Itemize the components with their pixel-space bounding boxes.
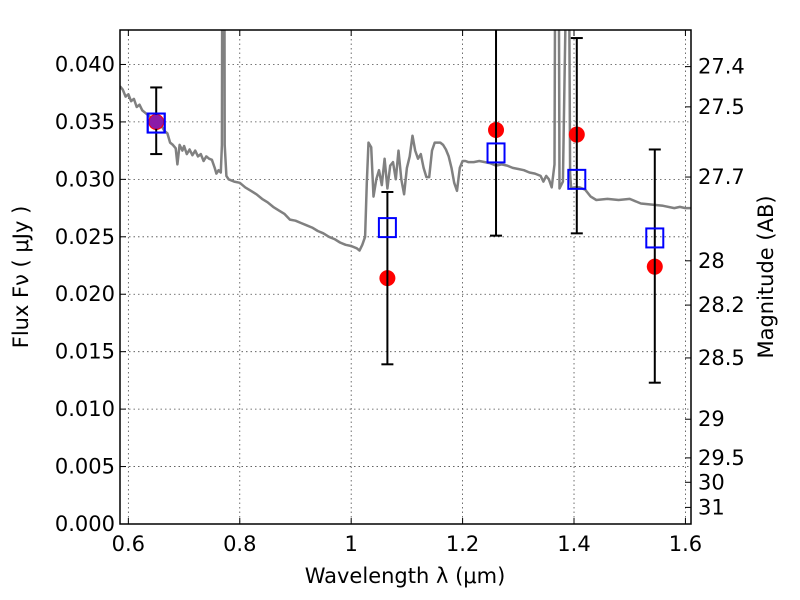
plot-frame (119, 29, 692, 525)
x-tick-label: 1.4 (557, 532, 590, 556)
mag-tick-label: 31 (698, 495, 725, 519)
mag-tick-label: 28.2 (698, 293, 745, 317)
x-tick-label: 0.8 (223, 532, 256, 556)
x-tick-label: 1.6 (669, 532, 702, 556)
model-flux-square (377, 217, 397, 239)
y-axis-right-label: Magnitude (AB) (754, 195, 778, 358)
y-tick-label: 0.005 (55, 455, 115, 479)
x-tick-label: 1 (344, 532, 357, 556)
axes-ticks: 0.6 0.8 1 1.2 1.4 1.6 0.000 0.005 0.010 0.015 0.02… (55, 30, 745, 556)
y-tick-label: 0.040 (55, 52, 115, 76)
y-tick-label: 0.025 (55, 225, 115, 249)
y-axis-label: Flux Fν ( μJy ) (9, 206, 33, 349)
mag-tick-label: 28 (698, 249, 725, 273)
x-axis-label: Wavelength λ (μm) (305, 564, 506, 588)
y-tick-label: 0.000 (55, 512, 115, 536)
mag-tick-label: 29.5 (698, 446, 745, 470)
plot-area (120, 30, 691, 384)
model-flux-square (645, 227, 665, 249)
model-flux-square (486, 142, 506, 164)
spectrum-line (120, 30, 691, 252)
mag-tick-label: 29 (698, 407, 725, 431)
y-tick-label: 0.035 (55, 110, 115, 134)
x-tick-label: 0.6 (112, 532, 145, 556)
mag-tick-label: 27.4 (698, 55, 745, 79)
model-flux-square (567, 168, 587, 190)
x-tick-label: 1.2 (446, 532, 479, 556)
model-flux-square (146, 112, 166, 134)
y-tick-label: 0.010 (55, 397, 115, 421)
grid (120, 30, 691, 524)
mag-tick-label: 30 (698, 470, 725, 494)
mag-tick-label: 27.7 (698, 165, 745, 189)
overlap-point (149, 114, 164, 129)
y-tick-label: 0.015 (55, 340, 115, 364)
y-tick-label: 0.030 (55, 167, 115, 191)
mag-tick-label: 28.5 (698, 346, 745, 370)
mag-tick-label: 27.5 (698, 95, 745, 119)
y-tick-label: 0.020 (55, 282, 115, 306)
